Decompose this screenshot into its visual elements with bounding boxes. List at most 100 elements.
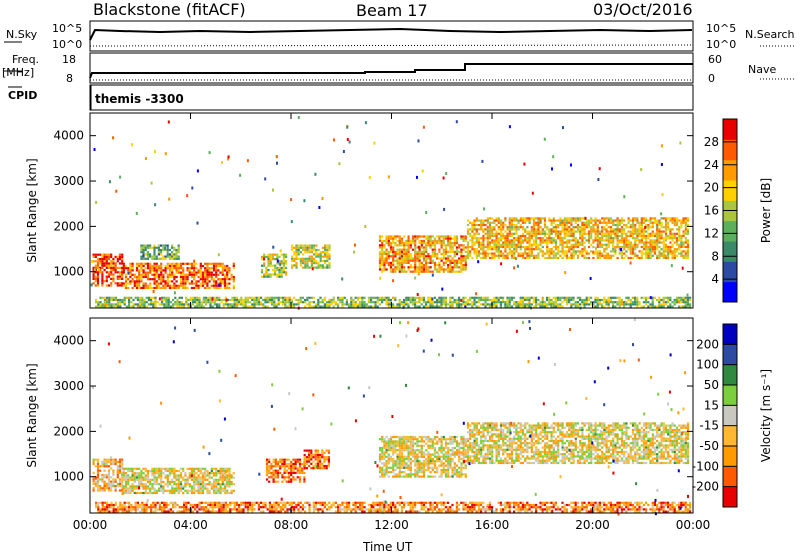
heatmap-cell [407, 457, 410, 461]
heatmap-cell [466, 219, 470, 222]
heatmap-cell [517, 219, 520, 222]
heatmap-cell [557, 298, 560, 302]
heatmap-cell [221, 264, 224, 268]
heatmap-cell [658, 250, 661, 253]
heatmap-cell [361, 305, 364, 308]
heatmap-cell [510, 245, 514, 249]
heatmap-cell [389, 435, 393, 439]
heatmap-cell [607, 305, 610, 308]
heatmap-cell [581, 230, 584, 233]
heatmap-cell [420, 296, 423, 299]
heatmap-cell [294, 460, 297, 463]
heatmap-cell [528, 305, 531, 308]
heatmap-cell [462, 303, 465, 306]
heatmap-cell [625, 241, 628, 244]
heatmap-cell [629, 223, 632, 227]
heatmap-cell [618, 230, 621, 233]
heatmap-cell [175, 485, 178, 488]
heatmap-cell [116, 485, 119, 488]
heatmap-cell [583, 303, 586, 306]
heatmap-cell [486, 221, 489, 224]
heatmap-cell [398, 248, 401, 251]
heatmap-cell [151, 487, 154, 490]
heatmap-cell [517, 301, 520, 304]
heatmap-cell [92, 489, 95, 492]
heatmap-cell [521, 305, 524, 308]
heatmap-cell [499, 228, 503, 231]
heatmap-cell [664, 250, 668, 253]
heatmap-cell [99, 296, 102, 299]
heatmap-cell [438, 266, 441, 269]
heatmap-cell [403, 244, 406, 247]
heatmap-cell [326, 266, 329, 269]
heatmap-cell [182, 467, 185, 470]
heatmap-cell [376, 298, 379, 302]
heatmap-cell [211, 305, 214, 308]
heatmap-cell [561, 241, 564, 244]
heatmap-cell [232, 264, 235, 268]
heatmap-cell [642, 237, 646, 240]
heatmap-cell [398, 438, 401, 441]
heatmap-cell [226, 489, 229, 492]
heatmap-cell [462, 244, 465, 247]
heatmap-cell [398, 237, 401, 240]
heatmap-cell [590, 237, 593, 240]
heatmap-cell [283, 476, 286, 479]
heatmap-cell [184, 472, 187, 475]
heatmap-cell [411, 301, 414, 304]
heatmap-cell [112, 277, 115, 280]
heatmap-cell [449, 305, 452, 308]
heatmap-cell [266, 296, 269, 299]
heatmap-cell [110, 282, 113, 285]
heatmap-cell [480, 226, 483, 229]
heatmap-cell [640, 226, 643, 229]
heatmap-cell [155, 286, 158, 290]
heatmap-cell [185, 296, 188, 299]
heatmap-cell [367, 296, 370, 299]
heatmap-cell [316, 456, 319, 459]
heatmap-cell [620, 221, 624, 224]
heatmap-cell [647, 254, 650, 257]
heatmap-cell [92, 478, 95, 481]
heatmap-cell [453, 244, 456, 247]
heatmap-cell [121, 487, 124, 490]
heatmap-cell [475, 217, 478, 220]
heatmap-cell [394, 462, 397, 465]
heatmap-cell [394, 442, 397, 445]
heatmap-cell [502, 243, 505, 246]
heatmap-cell [221, 469, 224, 473]
heatmap-cell [488, 223, 492, 227]
heatmap-cell [155, 275, 158, 279]
heatmap-cell [381, 457, 384, 461]
heatmap-cell [392, 296, 395, 299]
heatmap-cell [510, 219, 514, 222]
heatmap-cell [475, 296, 478, 299]
heatmap-cell [299, 251, 302, 254]
heatmap-cell [651, 250, 654, 253]
heatmap-cell [664, 217, 668, 220]
heatmap-cell [420, 264, 423, 267]
heatmap-cell [280, 269, 283, 272]
heatmap-cell [651, 296, 654, 299]
heatmap-cell [616, 217, 619, 220]
heatmap-cell [625, 223, 628, 227]
heatmap-cell [200, 305, 203, 308]
heatmap-cell [138, 478, 141, 481]
heatmap-cell [389, 449, 393, 452]
heatmap-cell [640, 221, 643, 224]
heatmap-cell [658, 221, 661, 224]
heatmap-cell [341, 277, 344, 281]
heatmap-cell [579, 298, 582, 302]
heatmap-cell [151, 469, 154, 473]
heatmap-cell [217, 264, 220, 268]
heatmap-cell [305, 467, 308, 470]
heatmap-cell [403, 246, 406, 249]
heatmap-cell [116, 258, 119, 261]
heatmap-cell [433, 242, 437, 245]
heatmap-cell [160, 278, 163, 281]
heatmap-cell [132, 298, 135, 302]
heatmap-cell [114, 458, 117, 461]
heatmap-cell [122, 478, 125, 481]
heatmap-cell [471, 256, 474, 260]
heatmap-cell [221, 480, 224, 484]
